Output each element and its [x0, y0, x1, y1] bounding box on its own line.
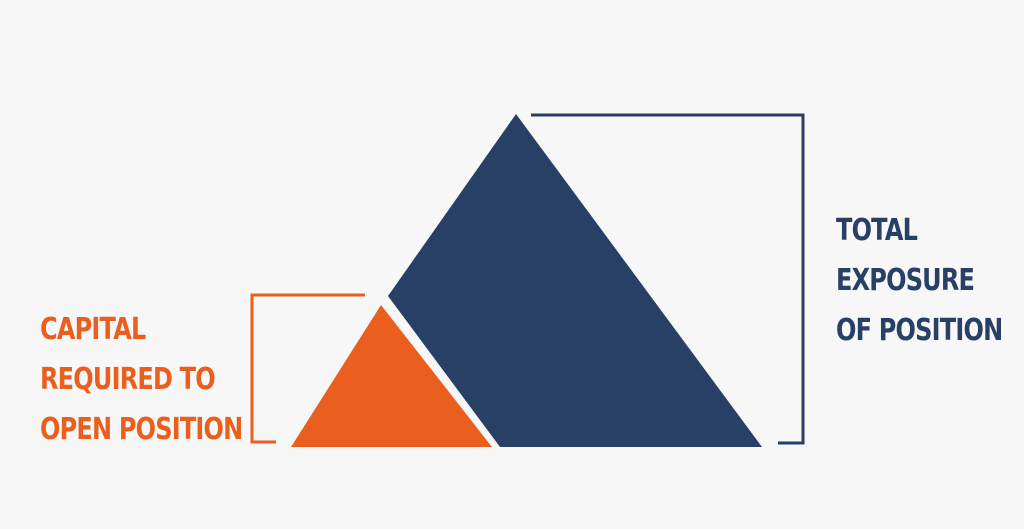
exposure-label-line-2: EXPOSURE [836, 263, 975, 298]
total-exposure-triangle [388, 114, 762, 447]
exposure-bracket [531, 113, 805, 445]
capital-label-line-1: CAPITAL [40, 312, 146, 347]
capital-triangle [291, 305, 492, 447]
capital-label-line-2: REQUIRED TO [40, 362, 216, 397]
exposure-label-line-3: OF POSITION [836, 313, 1003, 348]
exposure-label-line-1: TOTAL [836, 213, 918, 248]
capital-label-line-3: OPEN POSITION [40, 412, 243, 447]
capital-bracket [250, 293, 365, 444]
total-exposure-label: TOTAL EXPOSURE OF POSITION [836, 206, 1003, 356]
capital-required-label: CAPITAL REQUIRED TO OPEN POSITION [40, 305, 243, 455]
